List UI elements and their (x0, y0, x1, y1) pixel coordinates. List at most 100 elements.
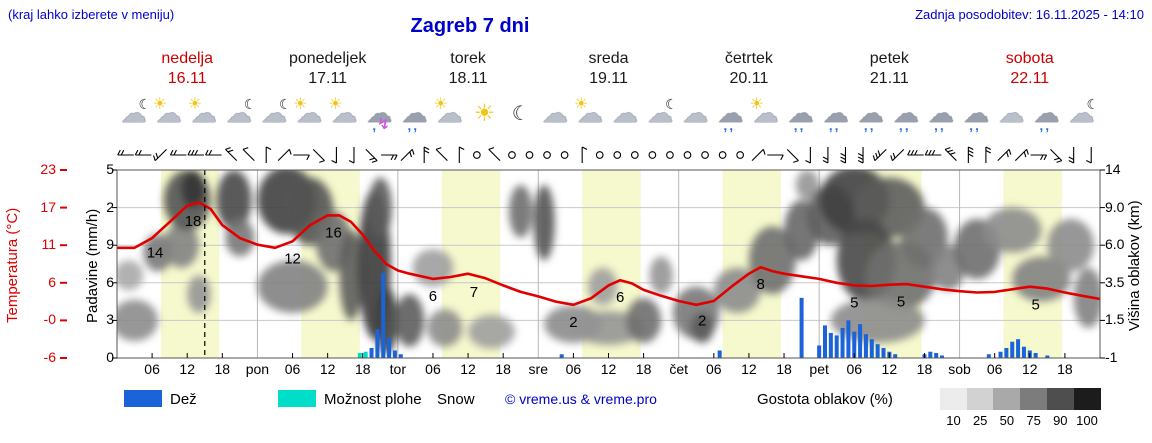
weather-icon-sun-cloud: ☀ ☁ (573, 96, 609, 138)
last-update-text: Zadnja posodobitev: 16.11.2025 - 14:10 (915, 7, 1144, 22)
cloud-icon: ☁ (120, 98, 147, 128)
cloud-density-scale-value: 75 (1026, 413, 1041, 428)
cloud-icon: ☁ (647, 98, 674, 128)
precip-axis-tick: 3 (106, 311, 114, 328)
sun-icon: ☀ (473, 100, 496, 127)
rain-cloud-icon: ☁ (892, 98, 919, 128)
cloud-icon: ☁ (998, 98, 1025, 128)
x-axis-day-label: tor (389, 361, 407, 377)
temp-axis-tick: 11 (41, 236, 56, 253)
rain-cloud-icon: ☁ (401, 98, 428, 128)
rain-cloud-icon: ☁ (787, 98, 814, 128)
rain-cloud-icon: ☁ (717, 98, 744, 128)
cloud-density-scale-value: 50 (999, 413, 1015, 428)
x-axis-hour-label: 06 (565, 361, 582, 377)
cloud-axis-tick: 1.5 (1105, 311, 1125, 328)
raindrops-icon: ‚‚ (898, 117, 911, 133)
x-axis-day-label: čet (669, 361, 689, 377)
temperature-value-label: 14 (147, 244, 164, 261)
rain-cloud-icon: ☁ (1033, 98, 1060, 128)
cloud-icon: ☁ (612, 98, 639, 128)
temperature-value-label: 16 (325, 224, 342, 241)
x-axis-hour-label: 12 (881, 361, 898, 377)
x-axis-hour-label: 18 (495, 361, 511, 377)
temp-axis-tick: 23 (40, 161, 56, 177)
raindrops-icon: ‚‚ (723, 117, 736, 133)
x-axis-day-label: pet (809, 361, 829, 377)
raindrops-icon: ‚‚ (863, 117, 876, 133)
sun-icon: ☀ (749, 96, 764, 113)
cloud-icon: ☁ (1068, 98, 1095, 128)
weather-icon-rain: ☁ ‚‚ (397, 96, 433, 138)
moon-icon: ☾ (511, 103, 530, 125)
x-axis-hour-label: 06 (846, 361, 863, 377)
temperature-value-label: 5 (850, 294, 858, 311)
rain-cloud-icon: ☁ (963, 98, 990, 128)
rain-legend-label: Dež (170, 391, 197, 408)
precip-axis-title: Padavine (mm/h) (84, 208, 101, 323)
weather-icon-cloud-moon: ☾ ☁ (257, 96, 293, 138)
cloud-icon: ☁ (260, 98, 287, 128)
day-name-ponedeljek: ponedeljek (288, 50, 367, 67)
sun-icon: ☀ (152, 96, 167, 113)
x-axis-hour-label: 12 (600, 361, 617, 377)
cloud-axis-tick: -1 (1105, 349, 1118, 365)
cloud-density-scale-box (940, 388, 967, 410)
weather-icon-cloud: ☁ (678, 96, 714, 138)
day-date-18.11: 18.11 (448, 70, 488, 87)
credit-link[interactable]: © vreme.us & vreme.pro (505, 391, 657, 407)
temperature-value-label: 5 (1031, 296, 1039, 313)
weather-icon-rain: ☁ ‚‚ (854, 96, 890, 138)
temperature-value-label: 2 (569, 314, 577, 331)
x-axis-hour-label: 18 (635, 361, 652, 377)
temp-axis-tick: 17 (40, 198, 56, 215)
cloud-density-scale-value: 100 (1076, 413, 1098, 428)
raindrops-icon: ‚‚ (793, 117, 806, 133)
weather-icon-cloud: ☁ (538, 96, 574, 138)
moon-icon: ☾ (278, 96, 292, 112)
weather-icon-rain: ☁ ‚‚ (1029, 96, 1065, 138)
x-axis-day-label: sob (948, 361, 971, 377)
x-axis-hour-label: 18 (1057, 361, 1073, 377)
weather-icon-rain: ☁ ‚‚ (889, 96, 925, 138)
cloud-axis-tick: 6.0 (1105, 236, 1125, 253)
day-name-četrtek: četrtek (724, 50, 773, 67)
sun-icon: ☀ (433, 96, 448, 113)
temperature-value-label: 5 (897, 293, 905, 310)
cloud-density-scale-box (1020, 388, 1048, 410)
cloud-icon: ☁ (296, 98, 323, 128)
x-axis-hour-label: 18 (776, 361, 792, 377)
precip-axis-tick: 5 (106, 161, 114, 177)
temperature-value-label: 2 (698, 313, 706, 330)
page-title: Zagreb 7 dni (410, 15, 530, 37)
x-axis-hour-label: 06 (425, 361, 441, 377)
cloud-density-scale-box (1046, 388, 1074, 410)
cloud-icon: ☁ (436, 98, 463, 128)
cloud-density-legend-label: Gostota oblakov (%) (757, 391, 893, 408)
cloud-icon: ☁ (682, 98, 709, 128)
cloud-density-scale-box (1073, 388, 1101, 410)
x-axis-day-label: sre (528, 361, 548, 377)
weather-icon-cloud: ☁ (994, 96, 1030, 138)
shower-legend-label: Možnost plohe (324, 391, 422, 408)
lightning-icon: ↯ (377, 116, 390, 133)
weather-icon-sun: ☀ (468, 96, 504, 138)
rain-cloud-icon: ☁ (928, 98, 955, 128)
temp-axis-title: Temperatura (°C) (4, 207, 21, 324)
raindrops-icon: ‚ (372, 117, 379, 133)
cloud-icon: ☁ (155, 98, 182, 128)
precip-axis-tick: 0 (106, 349, 114, 365)
weather-icon-rain: ☁ ‚‚ (784, 96, 820, 138)
weather-icon-cloud: ☁ (608, 96, 644, 138)
precip-axis-tick: 9 (106, 236, 114, 253)
cloud-icon: ☁ (225, 98, 252, 128)
weather-icon-cloud-moon: ☾ ☁ (643, 96, 679, 138)
temperature-value-label: 12 (284, 250, 301, 267)
weather-icon-sun-cloud: ☀ ☁ (187, 96, 223, 138)
precip-bars (357, 272, 1050, 358)
wind-barbs (117, 146, 1092, 164)
day-date-19.11: 19.11 (589, 70, 628, 87)
day-date-22.11: 22.11 (1010, 70, 1050, 87)
x-axis-hour-label: 12 (741, 361, 757, 377)
